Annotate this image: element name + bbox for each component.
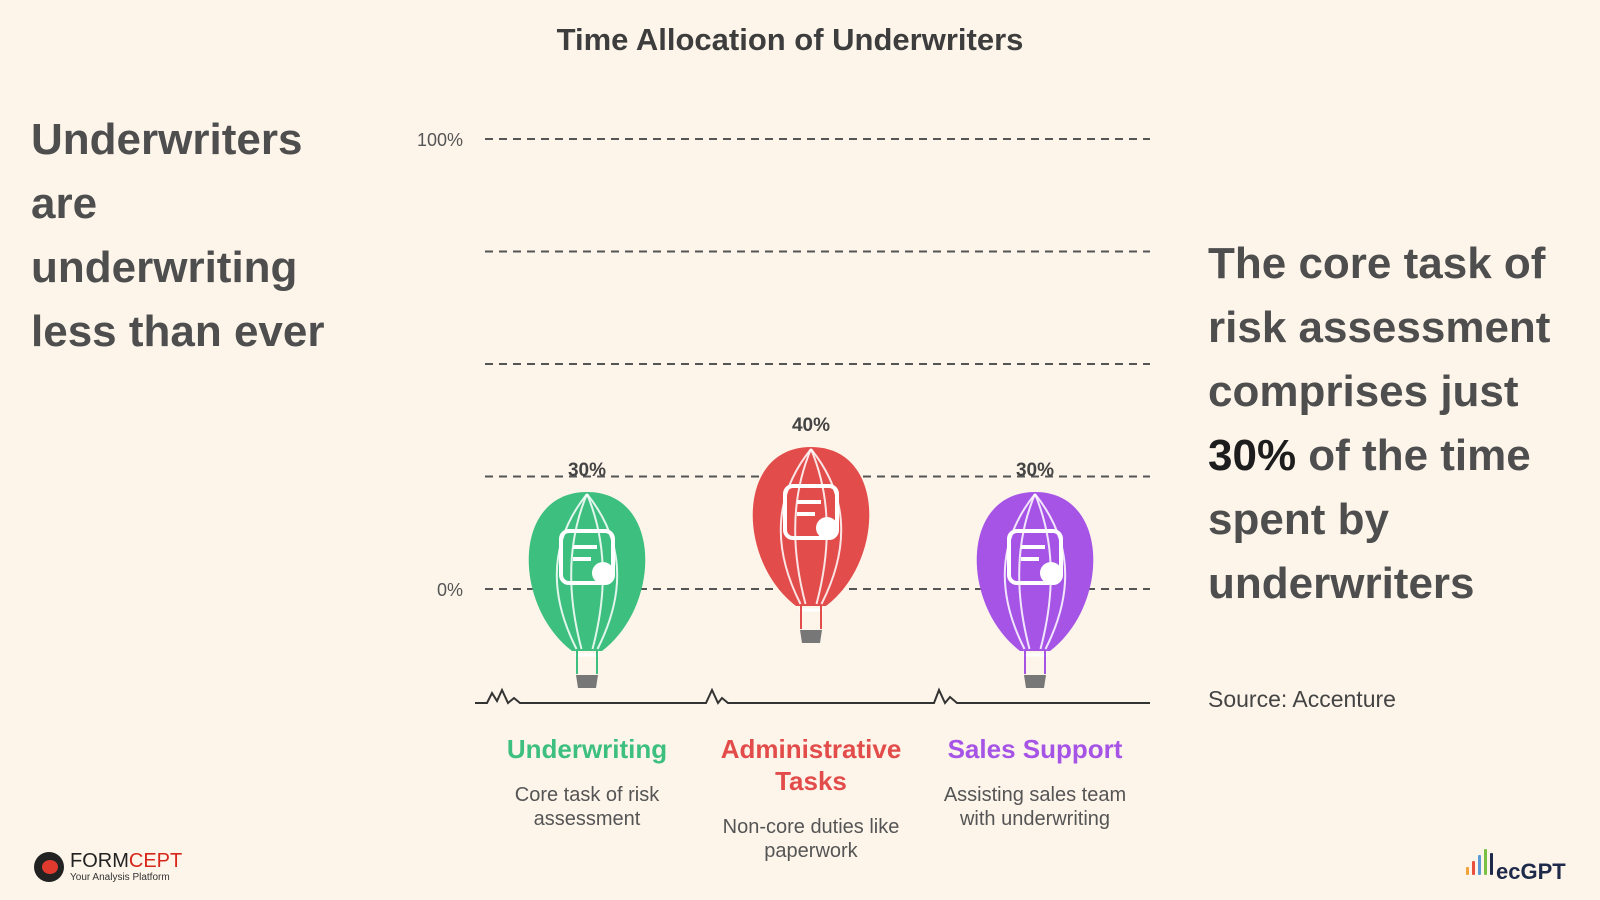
ecgpt-bar <box>1490 853 1493 875</box>
formcept-name-b: CEPT <box>128 850 183 872</box>
balloon-rib <box>810 448 843 605</box>
balloon-rib <box>779 448 812 605</box>
ecgpt-logo: ecGPT <box>1462 845 1582 885</box>
left-headline: Underwriters are underwriting less than … <box>31 115 325 356</box>
category-description: Core task of risk assessment <box>514 784 660 830</box>
icon-badge <box>592 562 614 584</box>
formcept-mark-icon <box>34 852 64 882</box>
balloon-envelope <box>752 447 870 606</box>
right-headline-part2: of the time spent by underwriters <box>1208 431 1531 608</box>
chart-title: Time Allocation of Underwriters <box>556 22 1024 57</box>
category-label: Administrative Tasks <box>720 734 902 796</box>
balloon-bar <box>752 447 870 643</box>
balloon-basket <box>1024 675 1046 688</box>
ecgpt-bar <box>1484 849 1487 875</box>
y-tick-label: 25% <box>427 468 463 488</box>
right-headline-part1: The core task of risk assessment compris… <box>1208 239 1551 416</box>
y-tick-label: 100% <box>417 130 463 150</box>
data-label: 40% <box>792 415 830 436</box>
formcept-name: FORMCEPT <box>70 850 182 873</box>
category-label: Sales Support <box>947 734 1123 764</box>
balloon-rib <box>794 448 812 605</box>
right-headline-highlight: 30% <box>1208 431 1297 480</box>
balloon-rib <box>570 493 588 650</box>
category-description: Non-core duties like paperwork <box>722 816 900 862</box>
balloon-envelope <box>976 492 1094 651</box>
source-note: Source: Accenture <box>1208 686 1396 712</box>
support-agent-icon <box>1007 529 1063 585</box>
formcept-tagline: Your Analysis Platform <box>70 872 170 883</box>
data-label: 30% <box>568 460 606 481</box>
y-tick-label: 75% <box>427 243 463 263</box>
data-label: 30% <box>1016 460 1054 481</box>
balloon-rib <box>555 493 588 650</box>
category-description: Assisting sales team with underwriting <box>943 784 1127 830</box>
chart-baseline <box>475 687 1150 705</box>
category-label: Underwriting <box>506 734 668 764</box>
ecgpt-bar <box>1478 855 1481 875</box>
ecgpt-bar <box>1472 861 1475 875</box>
balloon-rib <box>1018 493 1036 650</box>
balloon-rib <box>1003 493 1036 650</box>
y-tick-label: 0% <box>437 580 463 600</box>
right-headline: The core task of risk assessment compris… <box>1208 232 1588 616</box>
balloon-bar <box>976 492 1094 688</box>
formcept-name-a: FORM <box>70 850 129 872</box>
balloon-bar <box>528 492 646 688</box>
clipboard-check-icon <box>783 484 839 540</box>
balloon-basket <box>576 675 598 688</box>
balloon-rib <box>586 493 619 650</box>
ecgpt-bar <box>1466 867 1469 875</box>
balloon-basket <box>800 630 822 643</box>
ecgpt-text: ecGPT <box>1496 859 1566 884</box>
y-tick-label: 50% <box>427 355 463 375</box>
icon-badge <box>816 517 838 539</box>
balloon-envelope <box>528 492 646 651</box>
document-edit-icon <box>559 529 615 585</box>
balloon-rib <box>1034 493 1067 650</box>
icon-badge <box>1040 562 1062 584</box>
